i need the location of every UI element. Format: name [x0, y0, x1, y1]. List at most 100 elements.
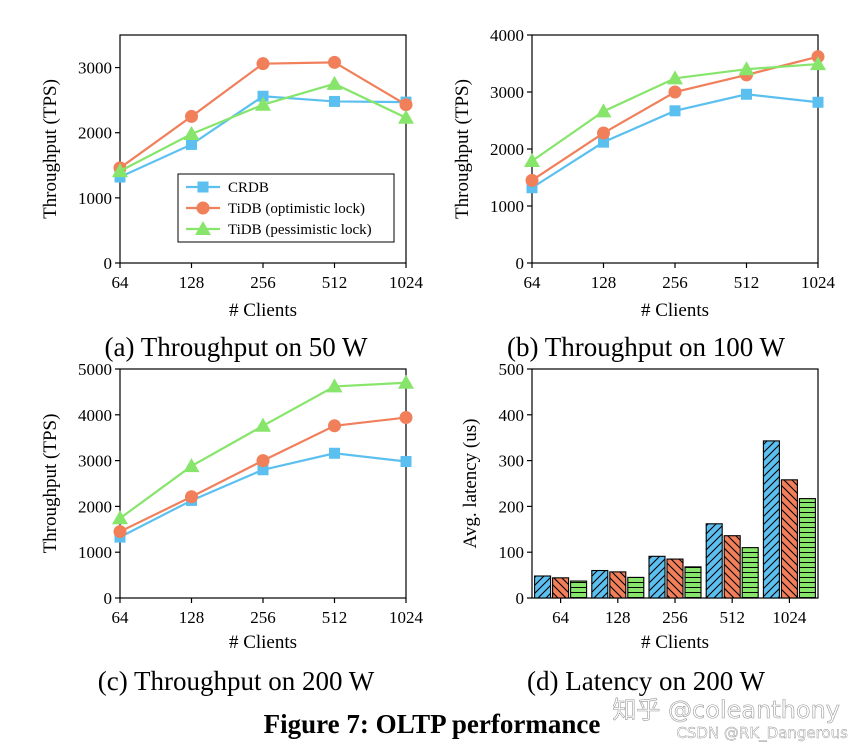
- point-tidb-pessimistic-lock-256: [255, 96, 271, 111]
- point-crdb-128: [598, 136, 609, 148]
- point-crdb-512: [329, 95, 340, 107]
- bar-tidb-pessimistic-lock-1024: [798, 498, 816, 599]
- y-tick-label: 3000: [78, 59, 112, 78]
- x-tick-label: 1024: [801, 273, 836, 292]
- legend: CRDB TiDB (optimistic lock) TiDB (pessimis…: [177, 173, 395, 243]
- point-tidb-pessimistic-lock-512: [738, 61, 755, 76]
- x-tick-label: 256: [250, 608, 276, 627]
- chart-panel-2: 0 1000 2000 3000 4000 64 128 256 512 1024 # Client…: [452, 26, 836, 362]
- point-tidb-optimistic-lock-256: [256, 57, 270, 71]
- panel-caption: (c) Throughput on 200 W: [98, 666, 375, 696]
- point-tidb-optimistic-lock-512: [328, 419, 341, 433]
- series-line-tidb-pessimistic-lock: [119, 381, 407, 520]
- point-crdb-1024: [812, 96, 824, 108]
- point-crdb-512: [741, 88, 752, 100]
- panel-caption: (b) Throughput on 100 W: [507, 332, 785, 362]
- x-tick-label: 64: [524, 273, 542, 292]
- y-tick-label: 0: [104, 589, 113, 608]
- x-tick-label: 512: [322, 273, 348, 292]
- legend-marker-tidb-optimistic-lock: [196, 201, 210, 215]
- watermark-credit: CSDN @RK_Dangerous: [676, 724, 848, 743]
- point-crdb-256: [669, 105, 681, 117]
- y-axis-title: Avg. latency (us): [460, 419, 481, 549]
- plot-frame: [531, 34, 819, 264]
- y-tick-label: 3000: [490, 83, 524, 102]
- point-tidb-pessimistic-lock-128: [183, 126, 200, 141]
- point-tidb-pessimistic-lock-64: [524, 152, 540, 167]
- chart-panel-1: 0 1000 2000 3000 64 128 256 512 1024 # Clients Thr…: [40, 34, 424, 362]
- legend-marker-crdb: [197, 181, 209, 193]
- bar-crdb-64: [534, 575, 552, 599]
- point-tidb-pessimistic-lock-64: [112, 163, 128, 178]
- point-tidb-optimistic-lock-64: [113, 525, 127, 539]
- y-tick-label: 300: [499, 452, 525, 471]
- x-tick-label: 1024: [389, 608, 424, 627]
- point-crdb-256: [257, 464, 269, 476]
- y-tick-label: 1000: [78, 189, 112, 208]
- point-tidb-optimistic-lock-128: [185, 109, 198, 123]
- legend-label-tidb-pessimistic-lock: TiDB (pessimistic lock): [228, 222, 372, 238]
- bar-tidb-optimistic-lock-128: [609, 571, 627, 599]
- point-tidb-optimistic-lock-64: [525, 173, 539, 187]
- point-tidb-pessimistic-lock-1024: [810, 56, 826, 71]
- bar-tidb-optimistic-lock-512: [723, 535, 741, 599]
- bar-tidb-pessimistic-lock-128: [627, 576, 645, 599]
- point-tidb-pessimistic-lock-512: [326, 75, 343, 90]
- x-tick-label: 64: [112, 608, 130, 627]
- legend-label-crdb: CRDB: [228, 180, 269, 196]
- point-tidb-pessimistic-lock-256: [667, 70, 683, 85]
- x-tick-label: 64: [112, 273, 130, 292]
- point-tidb-optimistic-lock-128: [597, 126, 610, 140]
- legend-marker-tidb-pessimistic-lock: [195, 221, 211, 235]
- y-tick-label: 4000: [490, 26, 524, 45]
- x-tick-label: 128: [591, 273, 617, 292]
- plot-frame: [119, 368, 407, 599]
- y-tick-label: 2000: [78, 124, 112, 143]
- y-tick-label: 2000: [490, 140, 524, 159]
- bar-tidb-pessimistic-lock-256: [684, 566, 702, 599]
- y-tick-label: 0: [104, 254, 113, 273]
- x-tick-label: 128: [179, 273, 205, 292]
- y-tick-label: 0: [516, 589, 525, 608]
- x-tick-label: 128: [605, 608, 631, 627]
- x-axis-title: # Clients: [641, 300, 709, 321]
- y-tick-label: 100: [499, 543, 525, 562]
- point-tidb-pessimistic-lock-256: [255, 417, 271, 432]
- figure-caption: Figure 7: OLTP performance: [264, 709, 601, 739]
- y-tick-label: 5000: [78, 360, 112, 379]
- bar-tidb-pessimistic-lock-64: [570, 580, 588, 599]
- x-tick-label: 64: [552, 608, 570, 627]
- bar-crdb-1024: [762, 440, 780, 599]
- bar-tidb-optimistic-lock-1024: [780, 479, 798, 599]
- point-tidb-pessimistic-lock-128: [183, 458, 200, 473]
- x-tick-label: 512: [322, 608, 348, 627]
- point-tidb-pessimistic-lock-1024: [398, 109, 414, 124]
- point-crdb-1024: [400, 456, 412, 468]
- x-tick-label: 1024: [772, 608, 807, 627]
- watermark-site: 知乎 @coleanthony: [612, 696, 840, 724]
- panel-caption: (d) Latency on 200 W: [527, 666, 765, 696]
- point-tidb-optimistic-lock-256: [256, 454, 270, 468]
- y-tick-label: 500: [499, 360, 525, 379]
- y-tick-label: 1000: [490, 197, 524, 216]
- bar-crdb-512: [705, 523, 723, 599]
- point-tidb-optimistic-lock-512: [328, 55, 341, 69]
- x-tick-label: 1024: [389, 273, 424, 292]
- x-axis-title: # Clients: [229, 300, 297, 321]
- point-tidb-optimistic-lock-128: [185, 490, 198, 504]
- x-tick-label: 512: [734, 273, 760, 292]
- bar-tidb-optimistic-lock-64: [552, 577, 570, 599]
- x-tick-label: 256: [662, 608, 688, 627]
- point-crdb-512: [329, 447, 340, 459]
- x-tick-label: 256: [662, 273, 688, 292]
- point-crdb-64: [526, 182, 538, 194]
- y-tick-label: 200: [499, 497, 525, 516]
- bar-tidb-optimistic-lock-256: [666, 558, 684, 599]
- y-axis-title: Throughput (TPS): [40, 414, 61, 554]
- y-tick-label: 4000: [78, 406, 112, 425]
- y-tick-label: 400: [499, 406, 525, 425]
- point-crdb-256: [257, 90, 269, 102]
- bar-tidb-pessimistic-lock-512: [741, 547, 759, 599]
- x-tick-label: 128: [179, 608, 205, 627]
